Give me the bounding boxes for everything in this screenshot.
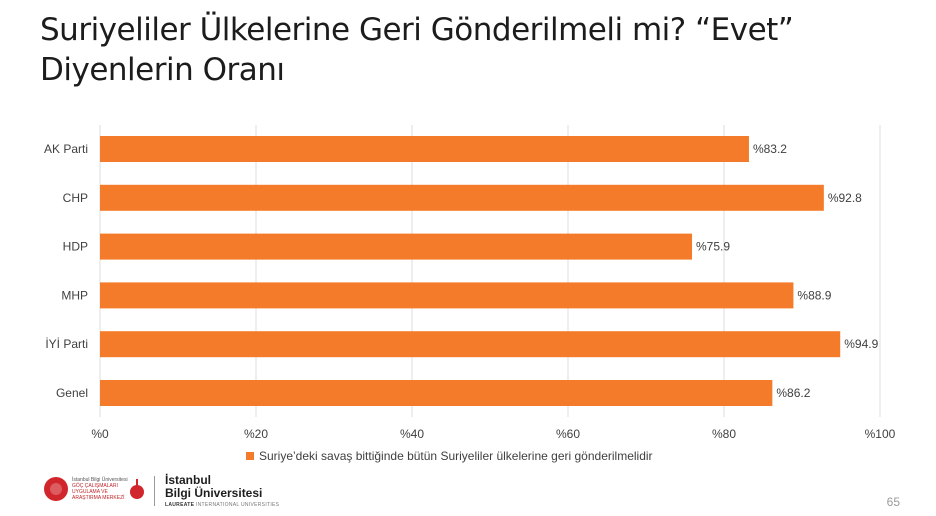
bar-1 <box>100 184 824 211</box>
bars <box>100 136 841 406</box>
bar-3 <box>100 282 794 309</box>
title-line-1: Suriyeliler Ülkelerine Geri Gönderilmeli… <box>40 12 794 48</box>
category-label-1: CHP <box>63 191 88 205</box>
university-name-line-1: İstanbul <box>165 473 212 487</box>
gocmer-line-1: İstanbul Bilgi Üniversitesi <box>72 477 128 483</box>
category-label-0: AK Parti <box>44 142 88 156</box>
x-tick-labels: %0 %20 %40 %60 %80 %100 <box>91 427 895 441</box>
title-line-2: Diyenlerin Oranı <box>40 52 285 88</box>
bar-2 <box>100 233 693 260</box>
gocmer-emblem-icon <box>44 477 68 501</box>
gocmer-line-4: ARAŞTIRMA MERKEZİ <box>72 495 125 501</box>
laureate-tagline: LAUREATE INTERNATIONAL UNIVERSITIES <box>165 502 280 508</box>
category-label-5: Genel <box>56 386 88 400</box>
value-labels: %83.2 %92.8 %75.9 %88.9 %94.9 %86.2 <box>696 142 879 400</box>
value-label-4: %94.9 <box>844 337 878 351</box>
category-labels: AK Parti CHP HDP MHP İYİ Parti Genel <box>44 142 88 400</box>
value-label-1: %92.8 <box>828 191 862 205</box>
chart-legend: Suriye’deki savaş bittiğinde bütün Suriy… <box>246 449 653 463</box>
bar-4 <box>100 331 841 358</box>
gocmer-line-3: UYGULAMA VE <box>72 489 108 495</box>
gocmer-logo-text: İstanbul Bilgi Üniversitesi GÖÇ ÇALIŞMAL… <box>72 477 132 501</box>
x-tick-label-5: %100 <box>865 427 896 441</box>
grid <box>99 125 881 417</box>
x-tick-label-1: %20 <box>244 427 268 441</box>
category-label-3: MHP <box>61 288 88 302</box>
slide-title: Suriyeliler Ülkelerine Geri Gönderilmeli… <box>40 10 900 90</box>
x-tick-label-3: %60 <box>556 427 580 441</box>
legend-label: Suriye’deki savaş bittiğinde bütün Suriy… <box>259 449 653 463</box>
category-label-2: HDP <box>63 240 88 254</box>
bar-5 <box>100 380 773 406</box>
value-label-2: %75.9 <box>696 240 730 254</box>
logo-divider <box>154 476 155 506</box>
value-label-5: %86.2 <box>776 386 810 400</box>
bilgi-emblem-icon <box>128 479 146 503</box>
x-tick-label-0: %0 <box>91 427 109 441</box>
value-label-0: %83.2 <box>753 142 787 156</box>
gocmer-line-2: GÖÇ ÇALIŞMALARI <box>72 483 118 489</box>
x-tick-label-2: %40 <box>400 427 424 441</box>
value-label-3: %88.9 <box>797 288 831 302</box>
bilgi-university-logo: İstanbul Bilgi Üniversitesi LAUREATE INT… <box>128 474 279 508</box>
category-label-4: İYİ Parti <box>45 337 88 351</box>
page-number: 65 <box>886 495 900 509</box>
x-tick-label-4: %80 <box>712 427 736 441</box>
legend-swatch <box>246 452 254 460</box>
university-name-line-2: Bilgi Üniversitesi <box>165 486 263 500</box>
gocmer-logo: İstanbul Bilgi Üniversitesi GÖÇ ÇALIŞMAL… <box>44 477 132 501</box>
bar-0 <box>100 136 749 162</box>
